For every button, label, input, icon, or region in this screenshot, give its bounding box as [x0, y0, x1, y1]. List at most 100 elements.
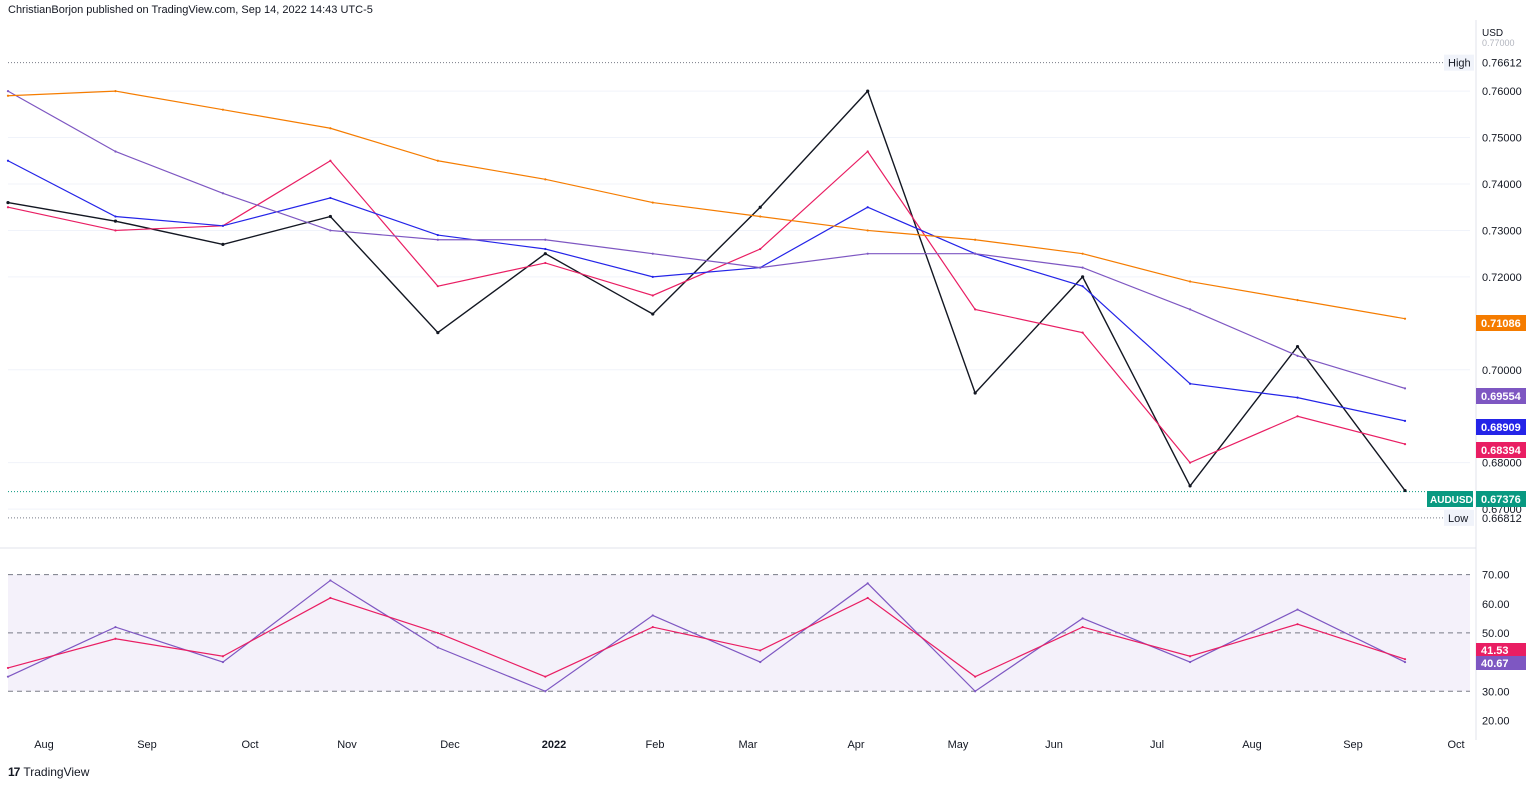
series-point: [329, 159, 332, 162]
series-point: [329, 127, 332, 130]
rsi-point: [329, 579, 332, 582]
series-point: [1188, 280, 1192, 283]
rsi-tick-label: 30.00: [1482, 686, 1510, 698]
series-point: [114, 89, 117, 93]
series-point: [114, 150, 117, 153]
series-point: [651, 252, 654, 255]
series-line-ma-100: [7, 90, 1406, 389]
series-point: [1295, 344, 1300, 349]
symbol-badge: [1427, 491, 1473, 507]
series-point: [1188, 382, 1192, 385]
rsi-point: [1188, 660, 1192, 664]
series-point: [866, 252, 869, 255]
price-tick-label: 0.76000: [1482, 86, 1522, 98]
series-point: [1188, 308, 1192, 311]
series-point: [651, 312, 655, 316]
rsi-point: [1296, 623, 1299, 626]
series-point: [436, 238, 439, 241]
series-point: [436, 331, 440, 335]
time-axis-label: Sep: [1343, 739, 1363, 751]
series-point: [866, 206, 869, 209]
rsi-point: [1296, 608, 1299, 611]
rsi-point: [1188, 655, 1192, 658]
series-point: [6, 89, 10, 93]
price-tick-label: 0.70000: [1482, 365, 1522, 377]
series-point: [1188, 484, 1192, 488]
time-axis-label: May: [948, 739, 969, 751]
rsi-point: [974, 675, 977, 678]
price-tick-label: 0.67000: [1482, 504, 1522, 516]
high-label-bg: [1444, 54, 1474, 71]
high-value: 0.76612: [1482, 58, 1522, 70]
series-point: [1188, 461, 1192, 464]
series-point: [544, 178, 547, 181]
series-point: [759, 266, 762, 269]
series-point: [1081, 266, 1084, 269]
series-point: [651, 275, 654, 278]
rsi-point: [1081, 625, 1084, 629]
series-point: [543, 252, 547, 256]
time-axis-label: Mar: [739, 739, 758, 751]
series-point: [328, 214, 332, 219]
series-point: [1403, 317, 1407, 320]
series-point: [1081, 331, 1084, 334]
rsi-point: [221, 655, 225, 658]
rsi-point: [114, 625, 117, 629]
series-point: [651, 294, 654, 297]
rsi-badge: [1476, 656, 1526, 670]
symbol-badge-label: AUDUSD: [1430, 495, 1473, 506]
high-label: High: [1448, 58, 1471, 70]
series-line-ma-200: [7, 90, 1406, 320]
publisher-caption: ChristianBorjon published on TradingView…: [8, 4, 373, 16]
series-point: [1296, 396, 1299, 399]
rsi-tick-label: 20.00: [1482, 715, 1510, 727]
series-point: [221, 108, 225, 111]
price-tick-label: 0.68000: [1482, 458, 1522, 470]
time-axis-label: Aug: [34, 739, 54, 751]
series-point: [221, 224, 225, 227]
rsi-point: [866, 582, 869, 585]
price-tick-label: 0.74000: [1482, 179, 1522, 191]
low-label-bg: [1444, 509, 1474, 526]
series-point: [1081, 275, 1085, 279]
low-label: Low: [1448, 513, 1468, 525]
rsi-point: [759, 649, 762, 652]
rsi-point: [6, 666, 10, 670]
series-point: [651, 201, 654, 204]
rsi-point: [759, 660, 762, 664]
series-point: [436, 285, 439, 288]
time-axis-label: Oct: [1447, 739, 1464, 751]
series-point: [114, 215, 117, 218]
rsi-ma-badge: [1476, 643, 1526, 657]
rsi-point: [1403, 660, 1407, 664]
ma20-badge-value: 0.68394: [1481, 445, 1522, 457]
series-point: [329, 196, 332, 200]
time-axis-label: Nov: [337, 739, 357, 751]
series-point: [6, 94, 10, 97]
series-point: [974, 238, 977, 241]
time-axis-label: Feb: [646, 739, 665, 751]
series-point: [436, 159, 439, 162]
rsi-line-rsi-ma: [7, 597, 1406, 678]
series-point: [221, 242, 225, 246]
rsi-point: [974, 690, 977, 693]
rsi-point: [1403, 658, 1407, 661]
rsi-point: [436, 646, 439, 649]
ma100-badge: [1476, 388, 1526, 404]
series-line-audusd-close: [7, 89, 1406, 491]
series-point: [6, 206, 10, 209]
series-point: [544, 247, 547, 251]
price-tick-label: 0.73000: [1482, 225, 1522, 237]
series-point: [973, 391, 977, 395]
rsi-point: [436, 631, 439, 635]
rsi-point: [651, 625, 654, 629]
footer: 17 TradingView: [8, 765, 89, 779]
time-axis-label: Sep: [137, 739, 157, 751]
series-point: [6, 159, 10, 162]
ma200-badge-value: 0.71086: [1481, 318, 1521, 330]
symbol-badge: [1476, 491, 1526, 507]
series-point: [113, 219, 118, 223]
time-axis-label: 2022: [542, 739, 566, 751]
rsi-point: [221, 660, 225, 664]
